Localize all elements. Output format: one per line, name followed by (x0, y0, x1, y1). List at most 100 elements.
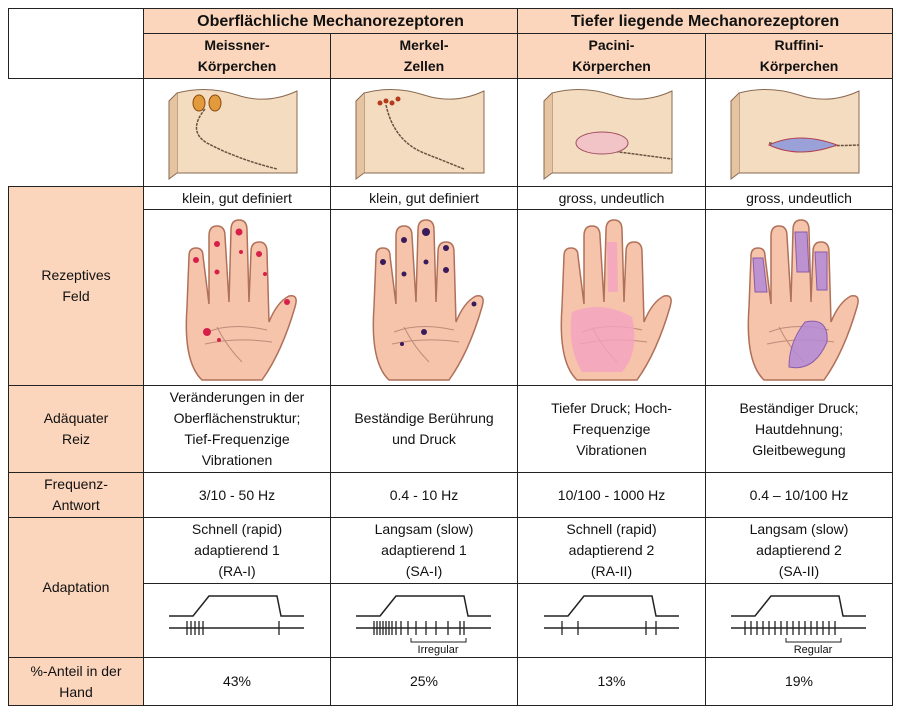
stimulus-text: Beständiger Druck; (739, 399, 859, 416)
adaptation-diagram (143, 583, 331, 658)
receptive-area (788, 320, 828, 368)
frequency: 0.4 – 10/100 Hz (705, 472, 893, 518)
field-size-text: gross, undeutlich (558, 189, 665, 206)
adaptation-text: (RA-II) (590, 563, 633, 579)
receptor-name: Merkel- Zellen (330, 33, 518, 79)
field-size: gross, undeutlich (705, 186, 893, 210)
adaptation-trace (356, 595, 491, 643)
field-size: gross, undeutlich (517, 186, 706, 210)
stimulus: Tiefer Druck; Hoch- Frequenzige Vibratione… (517, 385, 706, 473)
row-label-text: Rezeptives (41, 267, 111, 283)
receptive-spot (421, 328, 427, 335)
stimulus-trace (543, 595, 679, 617)
skin-block (176, 88, 298, 173)
receptor-name-text: Ruffini- (774, 37, 824, 53)
receptor-image (517, 78, 706, 187)
group-header: Oberflächliche Mechanorezeptoren (143, 8, 518, 34)
receptor-name-text: Körperchen (197, 58, 277, 74)
receptive-spot (422, 227, 430, 236)
skin-block (551, 88, 672, 173)
receptor-illustration (730, 88, 860, 180)
adaptation: Langsam (slow) adaptierend 2 (SA-II) (705, 517, 893, 584)
field-size: klein, gut definiert (330, 186, 518, 210)
frequency: 3/10 - 50 Hz (143, 472, 331, 518)
stimulus-text: Frequenzige (572, 420, 651, 437)
receptor-image (705, 78, 893, 187)
share: 43% (143, 657, 331, 706)
corner-cell (8, 8, 144, 79)
corpuscle (575, 131, 628, 154)
palm-line (391, 325, 460, 362)
receptive-spot (284, 298, 290, 305)
hand (747, 218, 859, 381)
receptive-area (570, 306, 634, 372)
corpuscle (767, 137, 839, 152)
row-label-text: Hand (59, 683, 93, 700)
hand-illustration (560, 218, 672, 381)
receptive-spot (203, 327, 211, 336)
stimulus-trace (169, 595, 304, 617)
stimulus-text: Vibrationen (201, 452, 273, 468)
receptive-spot (214, 240, 220, 247)
field-image (330, 209, 518, 386)
frequency: 10/100 - 1000 Hz (517, 472, 706, 518)
adaptation-text: Schnell (rapid) (191, 521, 283, 537)
row-label-text: Adaptation (42, 579, 110, 595)
stimulus-text: und Druck (392, 431, 456, 447)
receptor-illustration (543, 88, 672, 180)
adaptation-diagram (517, 583, 706, 658)
row-label: Adäquater Reiz (8, 385, 144, 473)
receptor-name-text: Pacini- (588, 37, 635, 53)
receptive-spot (401, 271, 407, 276)
frequency: 0.4 - 10 Hz (330, 472, 518, 518)
receptor-name-text: Merkel- (399, 37, 449, 53)
corpuscle (192, 94, 206, 111)
frequency-text: 0.4 - 10 Hz (389, 486, 459, 503)
row-label-text: Antwort (52, 497, 100, 513)
share: 19% (705, 657, 893, 706)
adaptation: Schnell (rapid) adaptierend 2 (RA-II) (517, 517, 706, 584)
receptive-area (752, 257, 768, 292)
adaptation-trace (543, 595, 679, 635)
adaptation-text: adaptierend 1 (194, 542, 280, 558)
row-label-text: Frequenz- (44, 476, 108, 492)
field-size: klein, gut definiert (143, 186, 331, 210)
pattern-label: Irregular (417, 644, 459, 656)
adaptation-trace (731, 595, 866, 643)
nerve (579, 145, 672, 160)
share-text: 43% (222, 673, 252, 689)
stimulus: Veränderungen in der Oberflächenstruktur;… (143, 385, 331, 473)
hand-illustration (185, 218, 297, 381)
pattern-label: Regular (793, 644, 833, 656)
frequency-text: 0.4 – 10/100 Hz (749, 486, 849, 503)
stimulus-text: Oberflächenstruktur; (173, 410, 301, 426)
stimulus-text: Beständige Berührung (354, 410, 494, 426)
field-size-text: klein, gut definiert (369, 189, 479, 206)
receptor-name-text: Meissner- (204, 37, 270, 53)
receptive-spot (239, 249, 243, 254)
field-size-text: klein, gut definiert (182, 189, 292, 206)
receptor-name-text: Körperchen (572, 58, 651, 74)
receptive-spot (256, 250, 262, 257)
stimulus-text: Hautdehnung; (755, 420, 843, 437)
adaptation-text: (RA-I) (218, 563, 256, 579)
adaptation-trace (169, 595, 304, 635)
stimulus-text: Veränderungen in der (169, 389, 305, 405)
stimulus: Beständige Berührung und Druck (330, 385, 518, 473)
receptor-name: Pacini- Körperchen (517, 33, 706, 79)
field-image (143, 209, 331, 386)
merkel-cell (377, 100, 383, 105)
receptive-area (794, 231, 810, 272)
receptive-area (814, 251, 828, 290)
row-label-text: %-Anteil in der (30, 662, 122, 679)
palm-line (204, 325, 273, 362)
row-label-text: Reiz (61, 431, 90, 447)
adaptation-text: (SA-I) (405, 563, 443, 579)
field-image (705, 209, 893, 386)
adaptation: Langsam (slow) adaptierend 1 (SA-I) (330, 517, 518, 584)
skin-side (543, 92, 552, 180)
receptor-name-text: Zellen (403, 58, 445, 74)
receptor-image (143, 78, 331, 187)
adaptation-text: Langsam (slow) (374, 521, 474, 537)
receptor-illustration (355, 88, 485, 180)
